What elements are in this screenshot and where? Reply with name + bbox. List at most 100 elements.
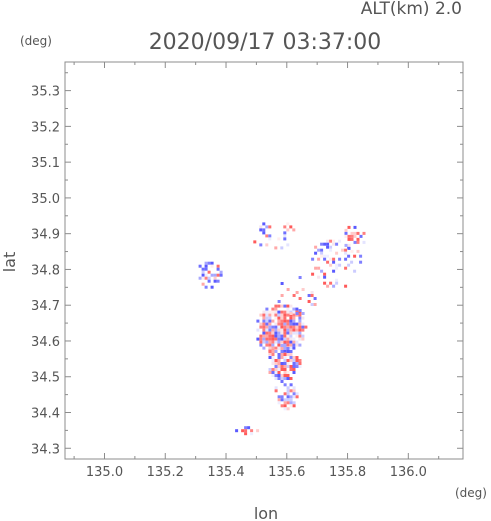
echo-cell — [283, 304, 287, 308]
echo-cell — [271, 319, 275, 323]
echo-cell — [289, 337, 293, 341]
echo-cell — [286, 322, 290, 326]
echo-cell — [292, 340, 296, 344]
echo-cell — [219, 270, 223, 274]
echo-cell — [295, 392, 299, 396]
echo-cell — [332, 239, 336, 243]
echo-cell — [265, 331, 269, 335]
echo-cell — [362, 231, 366, 235]
echo-cell — [292, 401, 296, 405]
echo-cell — [268, 352, 272, 356]
echo-cell — [341, 248, 345, 252]
echo-cell — [298, 359, 302, 362]
echo-cell — [274, 371, 278, 374]
echo-cell — [280, 356, 284, 359]
echo-cell — [262, 337, 266, 341]
echo-cell — [201, 267, 205, 271]
echo-cell — [286, 334, 290, 338]
echo-cell — [244, 429, 248, 433]
echo-cell — [259, 337, 263, 341]
echo-cell — [292, 386, 296, 390]
echo-cell — [271, 356, 275, 359]
echo-cell — [271, 310, 275, 314]
echo-cell — [277, 319, 281, 323]
echo-cell — [323, 254, 327, 258]
echo-cell — [271, 328, 275, 332]
echo-cell — [268, 316, 272, 320]
echo-cell — [335, 251, 339, 255]
echo-cell — [280, 368, 284, 371]
echo-cell — [292, 325, 296, 329]
echo-cell — [204, 267, 208, 271]
echo-cell — [289, 340, 293, 344]
echo-cell — [262, 228, 266, 232]
echo-cell — [256, 328, 260, 332]
echo-cell — [204, 264, 208, 268]
echo-cell — [295, 312, 299, 315]
echo-layer — [198, 222, 366, 436]
echo-cell — [274, 359, 278, 362]
x-tick-label: 135.4 — [207, 465, 244, 480]
echo-cell — [295, 395, 299, 399]
echo-cell — [298, 297, 302, 300]
echo-cell — [277, 328, 281, 332]
echo-cell — [313, 303, 317, 306]
echo-cell — [274, 313, 278, 317]
echo-cell — [271, 359, 275, 362]
echo-cell — [271, 331, 275, 335]
echo-cell — [317, 275, 321, 279]
echo-cell — [344, 234, 348, 238]
echo-cell — [292, 310, 296, 314]
echo-cell — [289, 304, 293, 308]
echo-cell — [307, 300, 311, 303]
echo-cell — [286, 319, 290, 323]
chart-title-datetime: 2020/09/17 03:37:00 — [149, 30, 382, 55]
echo-cell — [204, 261, 208, 265]
echo-cell — [359, 254, 363, 258]
y-axis-unit: (deg) — [20, 34, 52, 48]
echo-cell — [314, 266, 318, 270]
echo-cell — [310, 291, 314, 294]
echo-cell — [274, 386, 278, 390]
echo-cell — [289, 319, 293, 323]
echo-cell — [280, 310, 284, 314]
echo-cell — [317, 248, 321, 252]
echo-cell — [277, 401, 281, 405]
echo-cell — [298, 319, 302, 323]
echo-cell — [277, 340, 281, 344]
y-tick-label: 34.4 — [31, 407, 60, 422]
echo-cell — [286, 222, 290, 226]
echo-cell — [268, 325, 272, 329]
echo-cell — [320, 242, 324, 246]
echo-cell — [289, 389, 293, 393]
echo-cell — [268, 322, 272, 326]
echo-cell — [283, 319, 287, 323]
echo-cell — [283, 404, 287, 408]
echo-cell — [289, 346, 293, 350]
echo-cell — [304, 325, 308, 329]
echo-cell — [295, 365, 299, 368]
echo-cell — [329, 263, 333, 267]
echo-cell — [283, 383, 287, 387]
echo-cell — [265, 343, 269, 347]
echo-cell — [347, 263, 351, 267]
echo-cell — [320, 254, 324, 258]
echo-cell — [332, 242, 336, 246]
echo-cell — [283, 377, 287, 380]
echo-cell — [274, 350, 278, 353]
echo-cell — [283, 365, 287, 368]
y-tick-label: 34.5 — [31, 371, 60, 386]
echo-cell — [286, 304, 290, 308]
echo-cell — [207, 279, 211, 283]
echo-cell — [268, 337, 272, 341]
echo-cell — [323, 272, 327, 276]
echo-cell — [298, 309, 302, 312]
echo-cell — [265, 325, 269, 329]
echo-cell — [295, 328, 299, 332]
echo-cell — [286, 377, 290, 380]
echo-cell — [356, 240, 360, 244]
echo-cell — [274, 331, 278, 335]
echo-cell — [295, 343, 299, 347]
echo-cell — [289, 316, 293, 320]
echo-cell — [329, 245, 333, 249]
